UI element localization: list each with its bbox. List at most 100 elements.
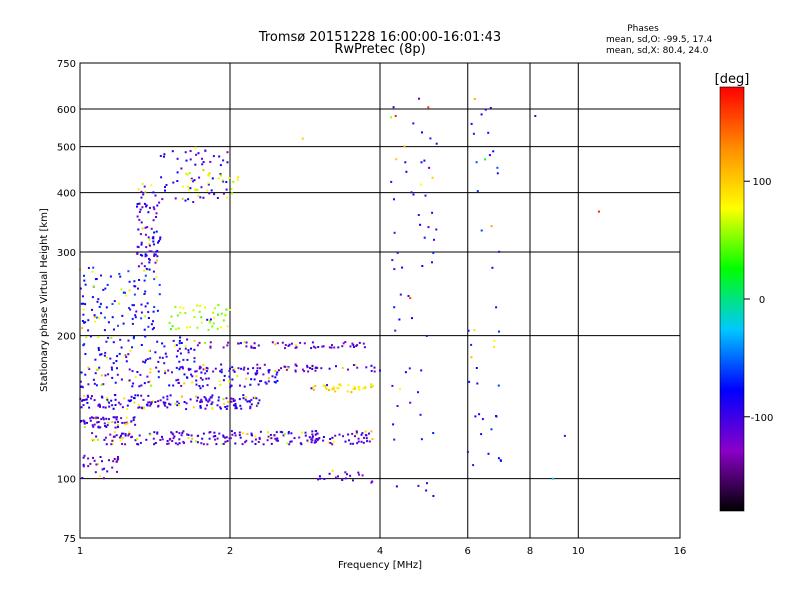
data-point [231,378,234,381]
data-point [87,465,90,468]
data-point [141,407,144,410]
data-point [93,439,95,442]
data-point [97,416,99,419]
data-point [110,336,113,339]
data-point [161,356,164,359]
data-point [187,434,190,436]
y-tick-label: 75 [63,534,76,545]
data-point [365,437,368,440]
data-point [94,278,97,281]
data-point [484,108,487,111]
data-point [100,418,103,421]
data-point [87,319,90,322]
data-point [207,183,210,186]
data-point [373,370,376,373]
data-point [97,298,100,301]
data-point [178,432,181,435]
data-point [226,325,229,328]
data-point [112,407,115,410]
data-point [138,385,141,388]
data-point [334,476,337,479]
data-point [497,384,500,387]
data-point [311,368,314,370]
data-point [153,306,156,308]
data-point [352,442,355,445]
data-point [317,438,320,440]
data-point [271,375,274,378]
data-point [148,380,151,383]
data-point [196,344,199,347]
data-point [136,371,139,373]
data-point [373,366,376,369]
data-point [224,406,227,408]
data-point [105,443,108,446]
data-point [487,131,490,134]
data-point [357,440,360,443]
data-point [144,305,147,308]
data-point [310,438,313,441]
data-point [329,442,332,444]
data-point [233,399,236,402]
data-point [147,211,150,214]
data-point [228,437,231,440]
data-point [152,191,155,194]
data-point [143,185,146,188]
data-point [213,193,216,196]
data-point [121,314,124,317]
data-point [338,383,341,386]
data-point [164,401,167,404]
data-point [97,316,100,319]
data-point [233,404,236,407]
data-point [295,364,298,367]
data-point [410,191,413,194]
data-point [106,470,109,473]
x-tick-label: 16 [674,546,687,557]
data-point [300,443,303,446]
data-point [88,406,91,409]
data-point [276,379,279,382]
data-point [257,344,260,347]
data-point [431,261,433,264]
data-point [351,432,354,435]
data-point [363,346,366,349]
data-point [393,306,396,309]
data-point [144,190,147,193]
data-point [364,386,367,389]
data-point [201,163,204,166]
data-point [274,381,277,384]
data-point [218,432,221,435]
data-point [138,202,141,205]
data-point [102,416,105,419]
data-point [181,366,184,369]
data-point [204,397,207,400]
data-point [81,477,84,479]
data-point [196,304,199,307]
data-point [256,369,259,372]
data-point [124,443,127,446]
data-point [144,255,147,258]
data-point [331,388,334,391]
data-point [140,317,143,320]
data-point [230,397,233,400]
data-point [176,314,179,317]
data-point [98,404,101,407]
plot-frame [79,62,681,539]
data-point [82,313,85,316]
data-point [164,189,166,192]
data-point [137,403,140,406]
data-point [208,172,211,175]
data-point [143,265,146,268]
data-point [392,106,395,109]
data-point [500,459,502,462]
data-point [319,477,322,480]
data-point [120,378,123,381]
data-point [134,394,137,397]
data-point [188,172,191,175]
data-point [91,432,94,435]
data-point [137,265,140,268]
data-point [153,443,156,446]
data-point [187,189,190,192]
data-point [365,366,368,369]
data-point [158,283,161,286]
data-point [311,366,314,369]
